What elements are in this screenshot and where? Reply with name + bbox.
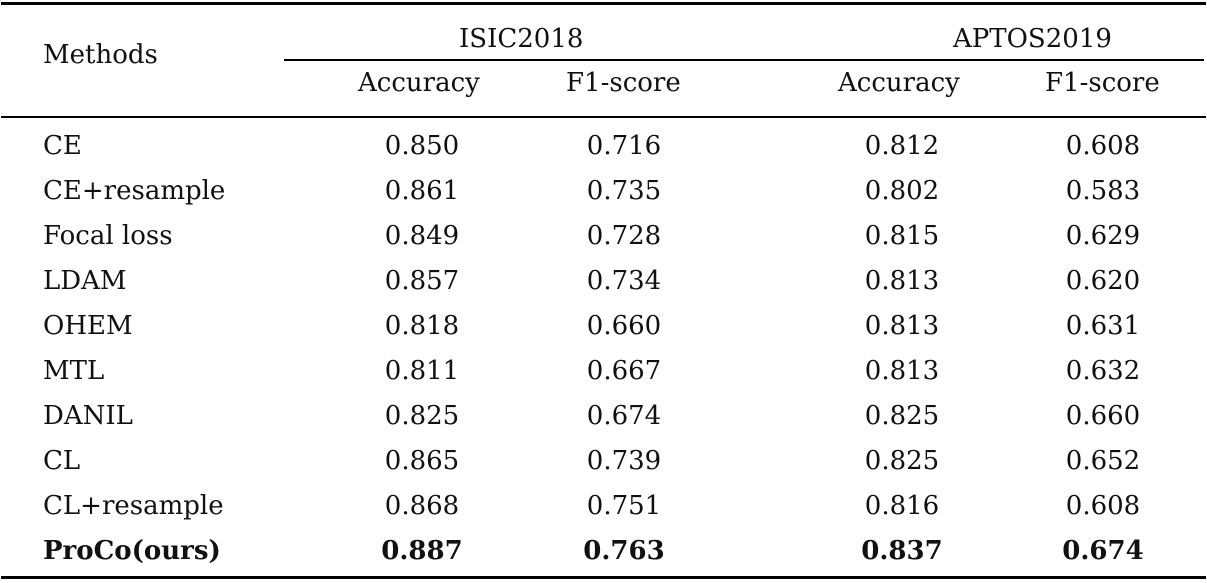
isic-group-header: ISIC2018: [459, 24, 584, 54]
isic-accuracy-cell: 0.868: [384, 491, 460, 521]
aptos-accuracy-cell: 0.825: [864, 446, 940, 476]
isic-f1-cell: 0.751: [586, 491, 662, 521]
aptos-accuracy-cell: 0.813: [864, 356, 940, 386]
isic-accuracy-cell: 0.849: [384, 221, 460, 251]
isic-accuracy-header: Accuracy: [358, 68, 480, 98]
aptos-accuracy-cell: 0.825: [864, 401, 940, 431]
isic-f1-cell: 0.667: [586, 356, 662, 386]
aptos-f1-cell: 0.583: [1065, 176, 1141, 206]
isic-accuracy-cell: 0.865: [384, 446, 460, 476]
isic-f1-cell: 0.660: [586, 311, 662, 341]
isic-accuracy-cell: 0.818: [384, 311, 460, 341]
aptos-accuracy-cell: 0.813: [864, 266, 940, 296]
isic-f1-cell: 0.674: [586, 401, 662, 431]
aptos-accuracy-cell: 0.812: [864, 131, 940, 161]
aptos-accuracy-cell: 0.813: [864, 311, 940, 341]
aptos-f1-cell: 0.608: [1065, 491, 1141, 521]
method-name-cell: ProCo(ours): [43, 536, 221, 566]
aptos-f1-cell: 0.629: [1065, 221, 1141, 251]
isic-f1-cell: 0.735: [586, 176, 662, 206]
isic-f1-cell: 0.739: [586, 446, 662, 476]
isic-accuracy-cell: 0.887: [381, 536, 463, 566]
isic-f1-cell: 0.716: [586, 131, 662, 161]
isic-f1-header: F1-score: [566, 68, 681, 98]
aptos-f1-cell: 0.632: [1065, 356, 1141, 386]
header-bottom-rule: [1, 116, 1206, 118]
aptos-f1-cell: 0.674: [1062, 536, 1144, 566]
method-name-cell: CL+resample: [43, 491, 224, 521]
table-bottom-rule: [1, 576, 1206, 579]
isic-accuracy-cell: 0.857: [384, 266, 460, 296]
method-name-cell: OHEM: [43, 311, 133, 341]
aptos-f1-header: F1-score: [1045, 68, 1160, 98]
method-name-cell: LDAM: [43, 266, 127, 296]
method-name-cell: MTL: [43, 356, 105, 386]
methods-header: Methods: [43, 40, 158, 70]
isic-accuracy-cell: 0.861: [384, 176, 460, 206]
aptos-f1-cell: 0.652: [1065, 446, 1141, 476]
aptos-accuracy-cell: 0.837: [861, 536, 943, 566]
table-top-rule: [1, 2, 1206, 5]
aptos-f1-cell: 0.660: [1065, 401, 1141, 431]
aptos-group-header: APTOS2019: [953, 24, 1112, 54]
aptos-f1-cell: 0.608: [1065, 131, 1141, 161]
isic-f1-cell: 0.728: [586, 221, 662, 251]
aptos-accuracy-cell: 0.816: [864, 491, 940, 521]
aptos-accuracy-cell: 0.815: [864, 221, 940, 251]
aptos-accuracy-header: Accuracy: [838, 68, 960, 98]
aptos-f1-cell: 0.631: [1065, 311, 1141, 341]
method-name-cell: CL: [43, 446, 81, 476]
isic-accuracy-cell: 0.850: [384, 131, 460, 161]
method-name-cell: Focal loss: [43, 221, 173, 251]
isic-f1-cell: 0.734: [586, 266, 662, 296]
method-name-cell: DANIL: [43, 401, 133, 431]
isic-accuracy-cell: 0.811: [384, 356, 460, 386]
method-name-cell: CE+resample: [43, 176, 226, 206]
aptos-accuracy-cell: 0.802: [864, 176, 940, 206]
isic-f1-cell: 0.763: [583, 536, 665, 566]
isic-accuracy-cell: 0.825: [384, 401, 460, 431]
aptos-f1-cell: 0.620: [1065, 266, 1141, 296]
method-name-cell: CE: [43, 131, 82, 161]
group-underline: [284, 59, 1204, 61]
